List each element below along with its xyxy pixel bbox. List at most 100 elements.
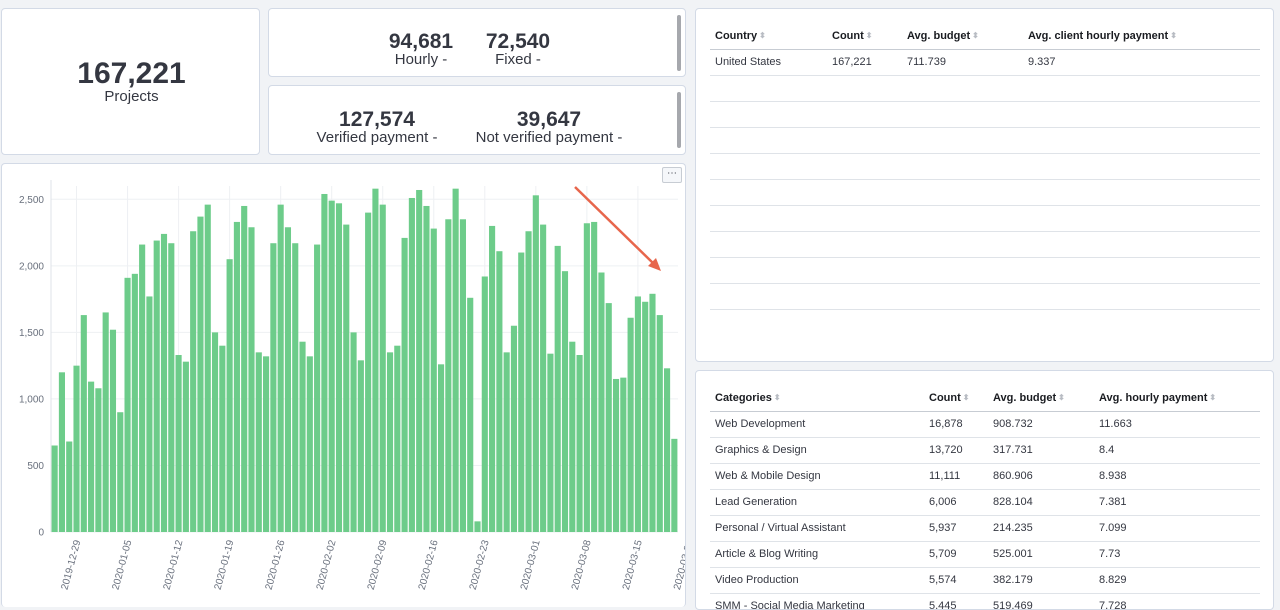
table-row: Web & Mobile Design 11,111 860.906 8.938 [710, 463, 1260, 490]
table-cell: 5,574 [924, 567, 988, 594]
bar [394, 345, 401, 532]
categories-table-header: Categories ⬍ Count ⬍ Avg. budget ⬍ Avg. hou… [710, 385, 1260, 412]
table-cell: United States [710, 49, 827, 76]
table-cell: Video Production [710, 567, 924, 594]
table-cell: Graphics & Design [710, 437, 924, 464]
column-header-avg-client-hourly-payment[interactable]: Avg. client hourly payment ⬍ [1023, 23, 1260, 50]
bar [131, 273, 138, 532]
empty-table-row [710, 153, 1260, 180]
bar [124, 277, 131, 532]
bar [671, 438, 678, 532]
bar [489, 225, 496, 532]
empty-table-row [710, 257, 1260, 284]
column-header-country[interactable]: Country ⬍ [710, 23, 827, 50]
country-table-panel: Country ⬍ Count ⬍ Avg. budget ⬍ Avg. client… [695, 8, 1274, 362]
sort-icon: ⬍ [773, 393, 781, 403]
bar [343, 224, 350, 532]
x-tick-label: 2020-01-26 [264, 539, 288, 592]
bar [569, 341, 576, 532]
bar [182, 361, 189, 532]
bar [554, 245, 561, 532]
hourly-label: Hourly - [394, 51, 448, 68]
table-cell: SMM - Social Media Marketing [710, 593, 924, 609]
trend-arrow-head [648, 258, 661, 271]
bar [284, 227, 292, 532]
scrollbar-thumb[interactable] [677, 15, 681, 71]
empty-table-row [710, 231, 1260, 258]
sort-icon: ⬍ [962, 393, 970, 403]
bar [642, 301, 649, 532]
fixed-count: 72,540 [485, 30, 551, 53]
bar [109, 329, 117, 532]
bar-chart: 0 500 1,000 1,500 2,000 2,500 2019-12-29 2020-0… [19, 180, 685, 592]
bar [219, 345, 226, 532]
table-cell: 525.001 [988, 541, 1094, 568]
table-cell: 908.732 [988, 411, 1094, 438]
bar [190, 231, 197, 532]
sort-icon: ⬍ [1209, 393, 1217, 403]
table-cell: 7,728 [1094, 593, 1260, 609]
x-tick-label: 2020-02-09 [366, 539, 390, 592]
empty-table-row [710, 101, 1260, 128]
x-tick-label: 2020-01-12 [162, 539, 186, 592]
bar [51, 445, 58, 532]
bar [197, 216, 204, 532]
x-tick-label: 2020-02-16 [417, 539, 441, 592]
table-cell: 167,221 [827, 49, 902, 76]
country-table: Country ⬍ Count ⬍ Avg. budget ⬍ Avg. client… [710, 23, 1260, 310]
table-row: Video Production 5,574 382.179 8.829 [710, 567, 1260, 594]
column-header-avg-hourly-payment[interactable]: Avg. hourly payment ⬍ [1094, 385, 1260, 412]
bar [365, 212, 372, 532]
bar [306, 356, 313, 532]
bar [474, 521, 481, 532]
empty-table-row [710, 75, 1260, 102]
table-row: Lead Generation 6,006 828.104 7.381 [710, 489, 1260, 516]
y-tick-label: 2,000 [19, 261, 44, 272]
projects-metric: 167,221 Projects [2, 59, 259, 105]
bar [481, 276, 488, 532]
table-cell: Personal / Virtual Assistant [710, 515, 924, 542]
sort-icon: ⬍ [1170, 31, 1177, 41]
bar [321, 193, 328, 532]
x-tick-label: 2020-02-02 [315, 539, 339, 592]
bar [168, 243, 175, 532]
table-cell: 13,720 [924, 437, 988, 464]
bar [503, 352, 510, 532]
column-header-avg-budget[interactable]: Avg. budget ⬍ [988, 385, 1094, 412]
table-row: Personal / Virtual Assistant 5,937 214.235… [710, 515, 1260, 542]
sort-icon: ⬍ [759, 31, 766, 41]
bar [335, 203, 343, 533]
column-header-avg-budget[interactable]: Avg. budget ⬍ [902, 23, 1023, 50]
bar [547, 353, 554, 532]
bar [416, 189, 423, 532]
bar [153, 240, 160, 533]
column-header-categories[interactable]: Categories ⬍ [710, 385, 924, 412]
table-row: Graphics & Design 13,720 317.731 8.4 [710, 437, 1260, 464]
table-cell: 5,709 [924, 541, 988, 568]
table-cell: 8.938 [1094, 463, 1260, 490]
scrollbar-thumb[interactable] [677, 92, 681, 148]
table-cell: Web Development [710, 411, 924, 438]
project-type-panel: 94,681 Hourly - 72,540 Fixed - [268, 8, 686, 77]
projects-histogram-panel: ⋯ 0 500 1,000 1,500 2,000 2,500 2019-12-29 2020… [1, 163, 686, 607]
column-header-count[interactable]: Count ⬍ [924, 385, 988, 412]
bar [540, 224, 547, 532]
table-cell: Lead Generation [710, 489, 924, 516]
table-cell: 828.104 [988, 489, 1094, 516]
bar [496, 251, 503, 532]
bar [248, 227, 255, 532]
table-cell: Web & Mobile Design [710, 463, 924, 490]
x-tick-label: 2020-01-19 [213, 539, 237, 592]
column-header-count[interactable]: Count ⬍ [827, 23, 902, 50]
table-cell: 317.731 [988, 437, 1094, 464]
table-cell: 382.179 [988, 567, 1094, 594]
bar [598, 272, 605, 532]
categories-table-panel: Categories ⬍ Count ⬍ Avg. budget ⬍ Avg. hou… [695, 370, 1274, 610]
y-tick-label: 500 [27, 461, 44, 472]
x-tick-label: 2020-03-01 [519, 539, 543, 592]
y-tick-label: 1,000 [19, 394, 44, 405]
hourly-count: 94,681 [388, 30, 454, 53]
projects-total-panel: 167,221 Projects [1, 8, 260, 155]
panel-options-button[interactable]: ⋯ [662, 167, 682, 183]
bar [532, 195, 539, 533]
